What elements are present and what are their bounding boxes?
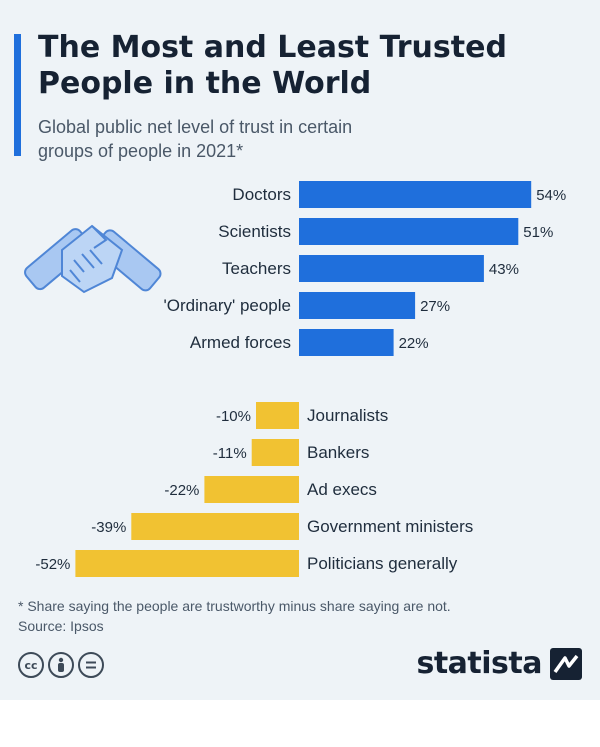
category-label: Journalists	[307, 406, 388, 425]
category-label: Politicians generally	[307, 554, 458, 573]
bar-chart: Doctors 54% Scientists 51% Teachers 43% 'Ordin…	[24, 181, 566, 577]
chart-subtitle: Global public net level of trust in cert…	[38, 117, 353, 161]
category-label: Ad execs	[307, 480, 377, 499]
bar-positive	[299, 181, 532, 208]
category-label: Government ministers	[307, 517, 473, 536]
value-label: 54%	[536, 187, 566, 204]
license-icons: cc	[18, 652, 104, 678]
bar-negative	[131, 513, 299, 540]
bar-positive	[299, 255, 484, 282]
handshake-icon	[24, 224, 162, 294]
bar-negative	[204, 476, 299, 503]
category-label: Armed forces	[190, 333, 291, 352]
bar-negative	[256, 402, 299, 429]
category-label: 'Ordinary' people	[164, 296, 291, 315]
statista-logo-icon	[550, 647, 582, 680]
bar-positive	[299, 218, 519, 245]
positive-bars: Doctors 54% Scientists 51% Teachers 43% 'Ordin…	[164, 181, 566, 356]
value-label: -52%	[35, 556, 70, 573]
cc-icon[interactable]: cc	[18, 652, 44, 678]
source-note: Source: Ipsos	[18, 618, 104, 634]
bar-negative	[75, 550, 300, 577]
value-label: 27%	[420, 298, 450, 315]
footnote: * Share saying the people are trustworth…	[18, 598, 451, 614]
bar-positive	[299, 329, 394, 356]
by-icon[interactable]	[48, 652, 74, 678]
bar-negative	[251, 439, 299, 466]
value-label: -10%	[216, 408, 251, 425]
title-accent-bar	[14, 34, 21, 156]
value-label: -11%	[213, 445, 247, 462]
nd-icon[interactable]	[78, 652, 104, 678]
category-label: Bankers	[307, 443, 369, 462]
brand-name: statista	[416, 646, 542, 681]
value-label: 22%	[399, 335, 429, 352]
category-label: Scientists	[218, 222, 291, 241]
category-label: Teachers	[222, 259, 291, 278]
negative-bars: Journalists -10% Bankers -11% Ad execs -22% Go…	[35, 402, 473, 577]
chart-title: The Most and Least Trusted People in the…	[38, 30, 507, 101]
category-label: Doctors	[232, 185, 291, 204]
value-label: -39%	[91, 519, 126, 536]
brand[interactable]: statista	[416, 646, 582, 681]
value-label: 51%	[523, 224, 553, 241]
bar-positive	[299, 292, 416, 319]
value-label: 43%	[489, 261, 519, 278]
infographic-card: The Most and Least Trusted People in the…	[0, 0, 600, 700]
value-label: -22%	[164, 482, 199, 499]
